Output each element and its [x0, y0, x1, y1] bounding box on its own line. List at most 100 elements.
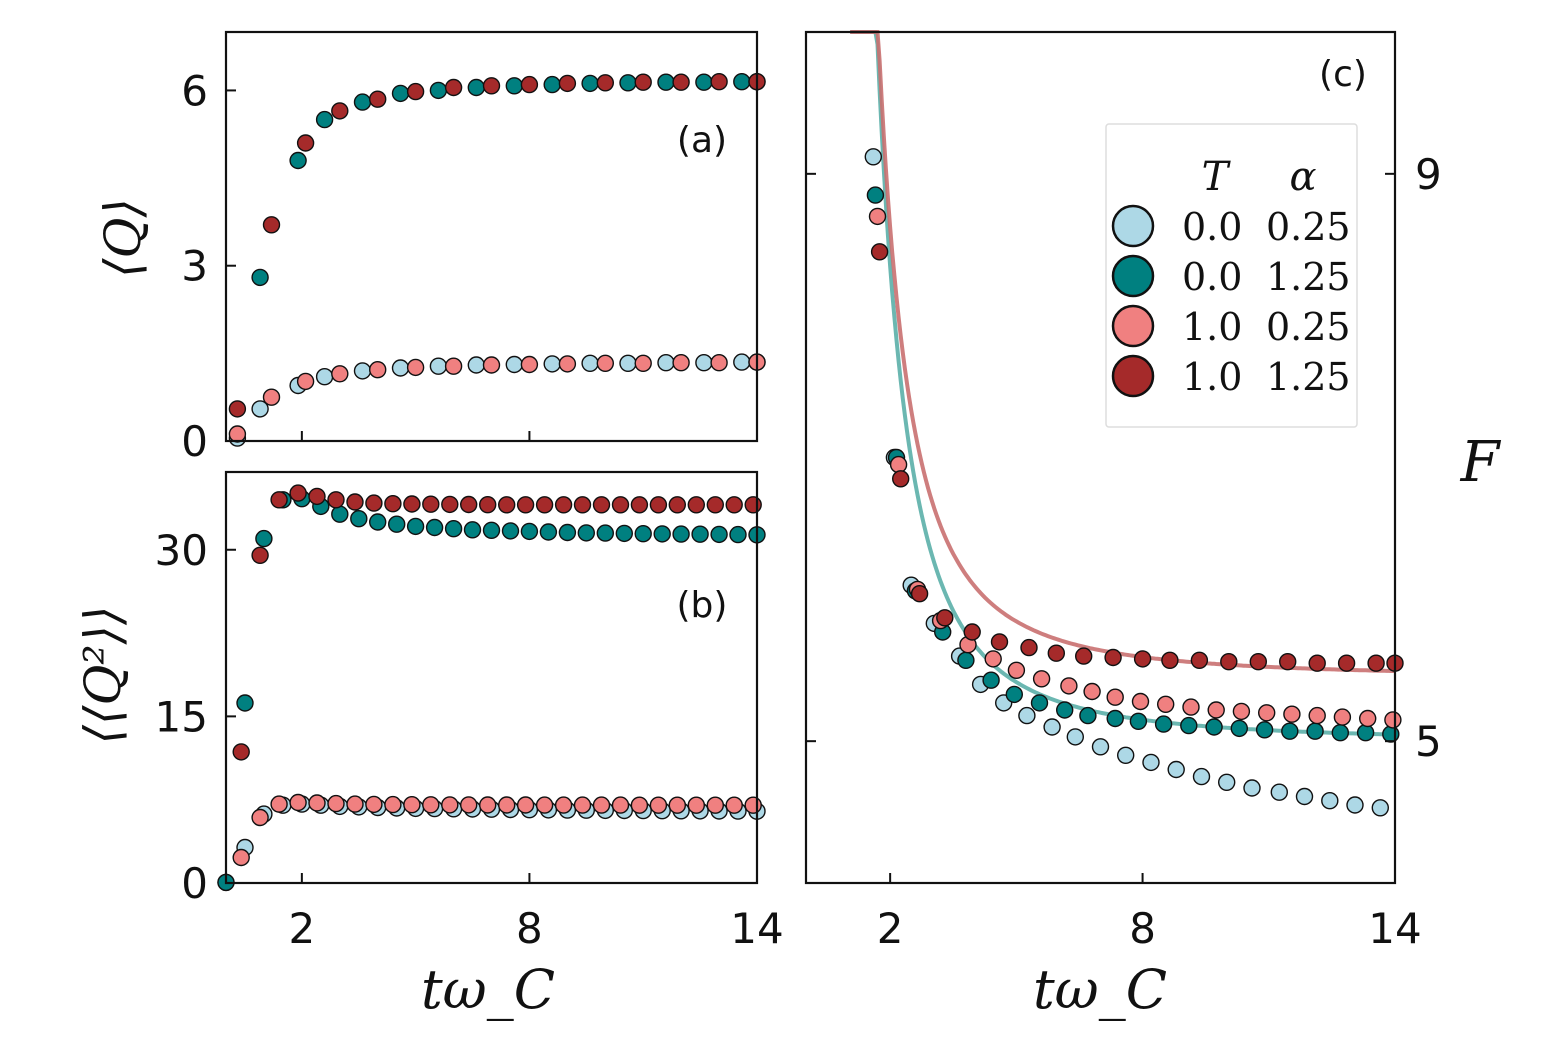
panel-a-point-s1: [505, 77, 523, 95]
panel-a-point-s0: [543, 355, 561, 373]
panel-c-point-s0: [1321, 792, 1339, 810]
panel-c-point-s3: [1190, 651, 1209, 669]
panel-b-point-s3: [460, 495, 478, 514]
panel-c-point-s3: [963, 623, 981, 641]
panel-b-point-s1: [236, 694, 254, 712]
panel-c-point-s1: [1129, 712, 1148, 730]
panel-c-ytick-label: 5: [1415, 717, 1442, 766]
panel-c-point-s2: [1308, 706, 1326, 725]
panel-c-label: (c): [1319, 54, 1367, 95]
panel-c-point-s3: [1337, 654, 1356, 672]
panel-c-point-s1: [866, 186, 885, 204]
panel-b-point-s2: [516, 796, 535, 814]
panel-a-point-s1: [733, 72, 751, 91]
panel-a-point-s2: [369, 361, 387, 379]
panel-a-ytick-label: 3: [181, 242, 208, 291]
panel-a-point-s0: [353, 362, 372, 380]
legend-marker-2: [1111, 304, 1155, 348]
panel-b-point-s2: [479, 796, 497, 814]
panel-c-point-s2: [1257, 704, 1276, 722]
panel-a-point-s1: [391, 84, 410, 103]
panel-b-point-s1: [729, 525, 747, 544]
panel-b-point-s3: [479, 496, 497, 514]
panel-c-point-s1: [1382, 725, 1400, 743]
panel-a-point-s3: [558, 74, 577, 93]
panel-b-point-s2: [422, 796, 440, 814]
panel-b-ytick-label: 15: [155, 692, 208, 741]
panel-b-point-s3: [744, 496, 762, 514]
panel-b-point-s2: [403, 796, 421, 814]
panel-b-point-s3: [403, 495, 421, 513]
panel-b-point-s2: [460, 796, 478, 814]
panel-c-point-s0: [1066, 728, 1085, 746]
panel-a-point-s1: [429, 81, 448, 100]
panel-a-point-s3: [482, 77, 501, 95]
legend-alpha-value: 0.25: [1266, 305, 1351, 349]
panel-b-point-s3: [251, 546, 269, 564]
panel-b-point-s2: [725, 796, 743, 814]
panel-a-point-s2: [596, 354, 614, 372]
fit-line-1: [850, 30, 1395, 673]
panel-a-point-s0: [429, 357, 448, 375]
panel-b-frame: [224, 470, 759, 885]
panel-b-point-s2: [611, 796, 630, 814]
panel-a-point-s3: [444, 78, 463, 97]
panel-a-point-s0: [315, 368, 334, 386]
panel-b-ylabel: ⟨⟨Q²⟩⟩: [74, 605, 132, 744]
panel-a-point-s3: [331, 102, 349, 120]
panel-c-point-s2: [1207, 701, 1225, 719]
panel-b-point-s3: [687, 496, 705, 514]
panel-b-point-s2: [573, 796, 592, 814]
panel-a-point-s2: [520, 355, 539, 374]
panel-b-point-s2: [592, 796, 611, 814]
panel-a-point-s1: [315, 110, 334, 129]
panel-b-point-s2: [441, 796, 459, 814]
panel-a-ticks: 0 3 6: [181, 66, 758, 466]
panel-b-point-s1: [388, 515, 406, 533]
legend-header-alpha: α: [1289, 154, 1316, 200]
panel-a-point-s1: [289, 151, 307, 170]
panel-c-point-s0: [864, 148, 882, 166]
panel-b-marks: [217, 484, 766, 892]
panel-c-point-s1: [1255, 721, 1274, 739]
panel-c-point-s0: [1091, 738, 1110, 756]
panel-c-point-s1: [1079, 706, 1097, 725]
panel-a-point-s1: [353, 93, 372, 111]
panel-a-point-s0: [657, 354, 675, 372]
panel-c-point-s2: [1232, 702, 1251, 721]
panel-c-xtick-label: 14: [1368, 904, 1421, 953]
panel-b-point-s1: [425, 518, 444, 537]
panel-c-point-s3: [1104, 648, 1122, 667]
panel-b-point-s2: [232, 848, 250, 867]
panel-b-ytick-label: 0: [181, 859, 208, 908]
legend-marker-0: [1111, 204, 1155, 248]
panel-c-point-s2: [868, 207, 887, 226]
panel-c-point-s1: [1331, 724, 1350, 742]
panel-b-point-s1: [672, 525, 690, 543]
panel-a-point-s2: [444, 357, 463, 375]
panel-a-point-s3: [262, 216, 281, 234]
legend-alpha-value: 1.25: [1266, 355, 1351, 399]
panel-b-point-s3: [516, 496, 535, 514]
panel-a-point-s2: [634, 354, 652, 372]
legend-header-T: T: [1202, 154, 1232, 200]
panel-c-point-s1: [982, 671, 1000, 689]
panel-c-point-s2: [1060, 677, 1078, 695]
panel-a-point-s0: [619, 354, 637, 372]
panel-c-point-s2: [1106, 688, 1124, 706]
panel-a-point-s2: [262, 388, 281, 406]
panel-b-point-s1: [369, 513, 387, 531]
panel-a-point-s1: [657, 73, 675, 91]
panel-b-point-s2: [668, 796, 686, 814]
panel-b-point-s1: [539, 523, 558, 541]
panel-b-point-s1: [520, 522, 539, 541]
panel-b-point-s2: [327, 794, 345, 813]
panel-a-point-s0: [467, 356, 485, 374]
panel-c-point-s1: [1005, 685, 1023, 704]
panel-b-point-s2: [535, 796, 554, 814]
panel-a-point-s3: [520, 75, 539, 94]
panel-c-frame: [804, 30, 1397, 885]
panel-b-point-s3: [422, 495, 440, 513]
panel-a-point-s2: [406, 358, 425, 377]
